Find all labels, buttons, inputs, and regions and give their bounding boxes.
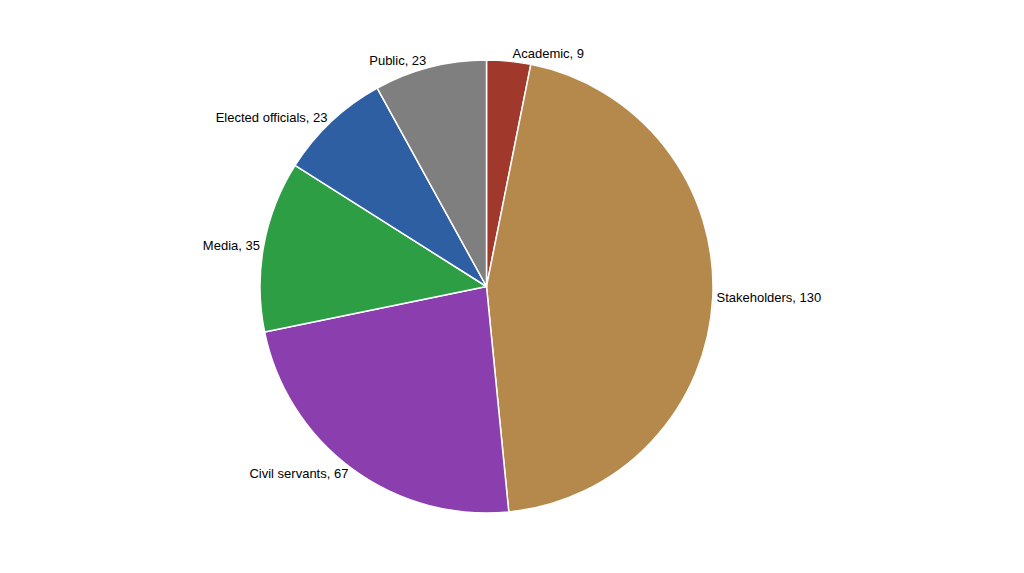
svg-text:Stakeholders, 130: Stakeholders, 130: [716, 290, 821, 305]
svg-text:Civil servants, 67: Civil servants, 67: [249, 466, 348, 481]
svg-text:Public, 23: Public, 23: [369, 53, 426, 68]
svg-text:Elected officials, 23: Elected officials, 23: [216, 110, 328, 125]
svg-text:Media, 35: Media, 35: [203, 238, 260, 253]
svg-text:Academic, 9: Academic, 9: [513, 46, 585, 61]
